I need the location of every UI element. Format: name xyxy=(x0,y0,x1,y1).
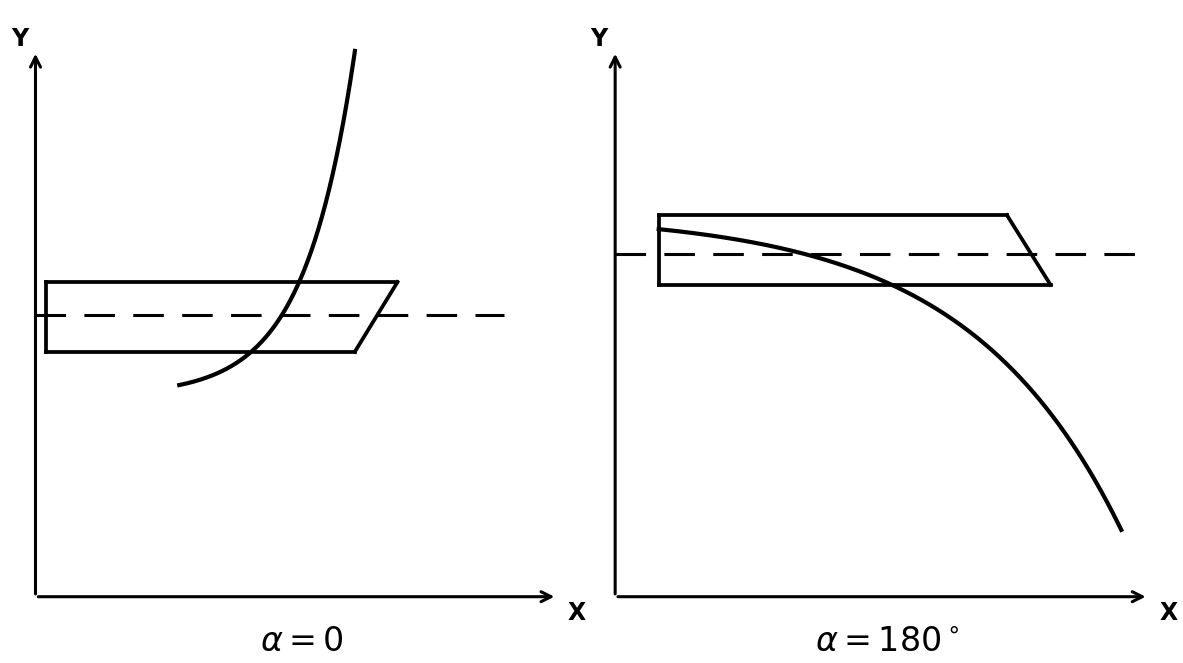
Text: Y: Y xyxy=(590,27,607,51)
Text: X: X xyxy=(568,601,586,625)
Text: Y: Y xyxy=(11,27,28,51)
Text: X: X xyxy=(1159,601,1177,625)
Text: $\alpha=180^\circ$: $\alpha=180^\circ$ xyxy=(815,625,959,658)
Text: $\alpha=0$: $\alpha=0$ xyxy=(260,625,343,658)
